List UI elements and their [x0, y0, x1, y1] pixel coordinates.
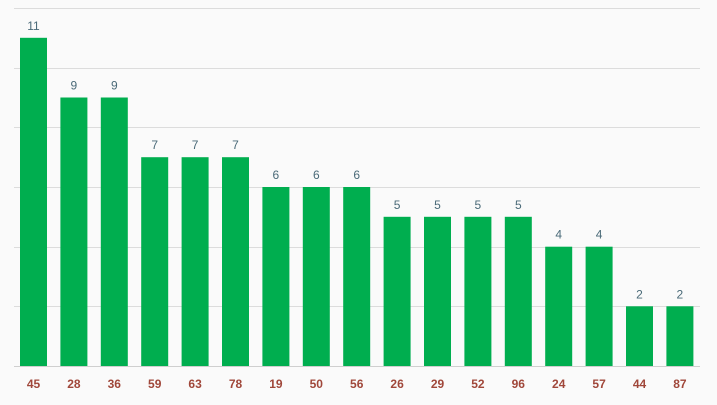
- data-label: 4: [555, 228, 562, 242]
- data-label: 7: [232, 138, 239, 152]
- category-label: 19: [269, 377, 283, 391]
- data-label: 4: [596, 228, 603, 242]
- category-label: 44: [633, 377, 647, 391]
- category-label: 63: [188, 377, 202, 391]
- category-label: 59: [148, 377, 162, 391]
- category-label: 24: [552, 377, 566, 391]
- category-label: 36: [108, 377, 122, 391]
- bar[interactable]: [181, 157, 209, 366]
- bar[interactable]: [100, 97, 128, 367]
- bar[interactable]: [666, 306, 694, 366]
- category-label: 26: [390, 377, 404, 391]
- data-label: 5: [515, 198, 522, 212]
- bar[interactable]: [60, 97, 88, 367]
- data-label: 2: [677, 287, 684, 301]
- data-label: 9: [111, 79, 118, 93]
- category-labels: 45 28 36 59 63 78 19 50 56 26 29 52 96 24 57 44 87: [27, 377, 687, 391]
- bar[interactable]: [302, 187, 330, 366]
- bar[interactable]: [504, 216, 532, 366]
- bar[interactable]: [626, 306, 653, 366]
- data-label: 5: [394, 198, 401, 212]
- bars: [20, 37, 694, 367]
- data-label: 7: [192, 138, 199, 152]
- bar[interactable]: [424, 216, 451, 366]
- data-label: 6: [313, 168, 320, 182]
- category-label: 56: [350, 377, 364, 391]
- data-label: 6: [273, 168, 280, 182]
- data-label: 5: [434, 198, 441, 212]
- category-label: 45: [27, 377, 41, 391]
- bar[interactable]: [262, 187, 290, 366]
- data-labels: 11 9 9 7 7 7 6 6 6 5 5 5 5 4 4 2 2: [27, 19, 684, 301]
- category-label: 87: [673, 377, 687, 391]
- bar[interactable]: [343, 187, 371, 366]
- data-label: 7: [151, 138, 158, 152]
- category-label: 28: [67, 377, 81, 391]
- bar[interactable]: [20, 37, 47, 367]
- data-label: 9: [71, 79, 78, 93]
- bar[interactable]: [141, 157, 169, 366]
- data-label: 2: [636, 287, 643, 301]
- category-label: 96: [512, 377, 526, 391]
- data-label: 6: [353, 168, 360, 182]
- category-label: 78: [229, 377, 243, 391]
- category-label: 50: [310, 377, 324, 391]
- category-label: 57: [592, 377, 606, 391]
- bar[interactable]: [545, 246, 573, 366]
- data-label: 5: [475, 198, 482, 212]
- category-label: 52: [471, 377, 485, 391]
- bar[interactable]: [464, 216, 492, 366]
- bar[interactable]: [585, 246, 613, 366]
- bar[interactable]: [383, 216, 411, 366]
- data-label: 11: [27, 19, 40, 33]
- bar[interactable]: [222, 157, 249, 366]
- category-label: 29: [431, 377, 445, 391]
